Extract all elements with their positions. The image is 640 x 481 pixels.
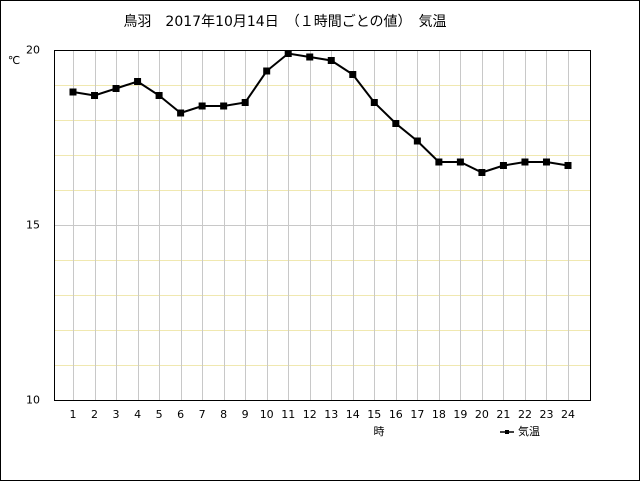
data-point [478,169,486,176]
x-tick-label: 13 [324,408,338,421]
chart-title: 鳥羽 2017年10月14日 （１時間ごとの値） 気温 [123,14,446,30]
data-point [284,50,292,57]
y-axis-unit: ℃ [8,54,20,67]
x-tick-label: 6 [177,408,184,421]
x-tick-label: 23 [539,408,553,421]
x-tick-label: 3 [113,408,120,421]
x-tick-label: 17 [410,408,424,421]
data-point [241,99,249,106]
data-point [177,109,185,117]
x-tick-label: 9 [242,408,249,421]
data-point [542,158,550,166]
data-point [91,92,99,99]
x-tick-label: 21 [496,408,510,421]
x-tick-label: 20 [475,408,489,421]
data-point [306,53,314,61]
x-tick-label: 16 [389,408,403,421]
y-tick-label: 20 [26,44,40,57]
x-tick-label: 22 [518,408,532,421]
data-point [392,120,400,127]
y-tick-label: 15 [26,219,40,232]
x-tick-label: 10 [260,408,274,421]
data-point [499,162,507,169]
data-point [155,92,163,99]
x-tick-label: 4 [134,408,141,421]
data-point [370,99,378,106]
x-tick-label: 2 [91,408,98,421]
series-line [72,52,569,174]
x-tick-label: 7 [199,408,206,421]
data-point [220,102,228,110]
data-point [435,158,443,166]
data-point [564,162,572,169]
data-point [134,78,142,85]
x-axis-label: 時 [374,425,385,438]
x-tick-label: 1 [70,408,77,421]
x-tick-label: 24 [561,408,575,421]
legend-label: 気温 [518,424,540,438]
data-point [349,71,357,78]
data-point [327,57,335,64]
x-tick-label: 8 [220,408,227,421]
data-point [456,158,464,166]
x-tick-label: 11 [281,408,295,421]
x-tick-label: 15 [367,408,381,421]
x-tick-label: 18 [432,408,446,421]
x-tick-label: 19 [453,408,467,421]
y-tick-label: 10 [26,394,40,407]
data-point [263,67,271,75]
x-tick-label: 5 [156,408,163,421]
data-point [69,88,77,96]
legend-marker [505,430,509,434]
x-tick-label: 12 [303,408,317,421]
plot-area [54,50,591,401]
data-point [521,158,529,166]
data-point [413,137,421,145]
x-tick-label: 14 [346,408,360,421]
data-point [112,85,120,92]
data-point [198,102,206,110]
